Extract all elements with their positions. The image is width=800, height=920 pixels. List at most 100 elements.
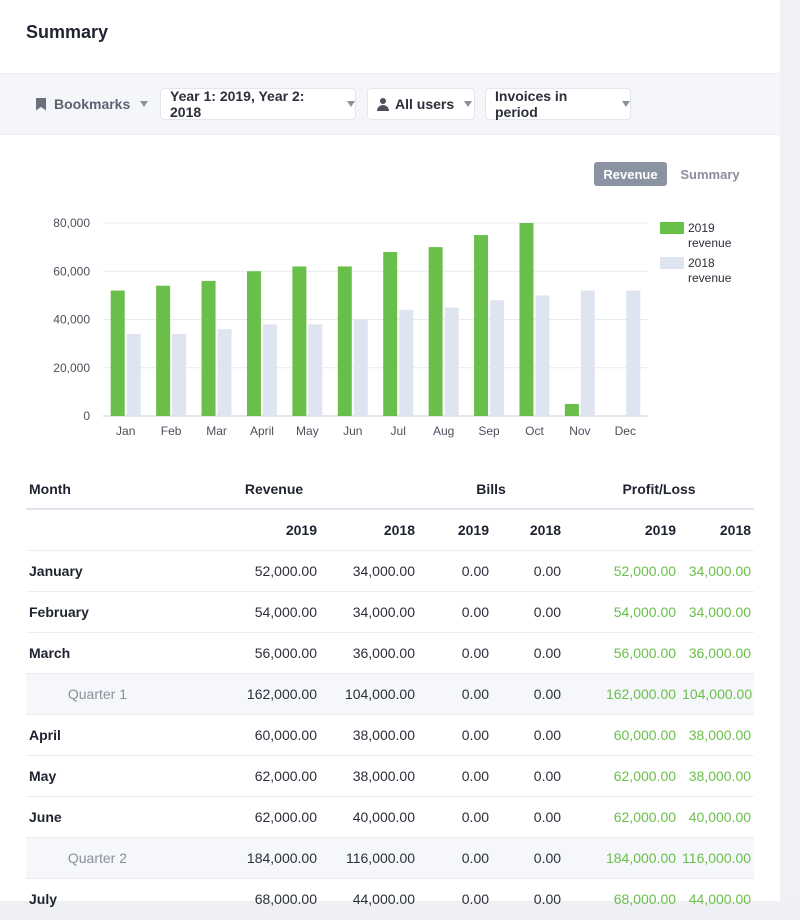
year-compare-label: Year 1: 2019, Year 2: 2018 (170, 88, 305, 120)
table-row: June 62,000.00 40,000.00 0.00 0.00 62,00… (26, 796, 755, 838)
chevron-down-icon (347, 101, 355, 107)
scrollbar-track[interactable] (780, 0, 800, 901)
y-tick-label: 80,000 (53, 216, 90, 230)
invoices-label: Invoices in period (495, 88, 568, 120)
bills-2019-cell: 0.00 (418, 632, 493, 674)
legend-label: revenue (688, 271, 732, 285)
users-label: All users (395, 96, 455, 112)
bills-2018-cell: 0.00 (492, 796, 565, 838)
revenue-2018-cell: 44,000.00 (320, 878, 419, 920)
revenue-2018-cell: 38,000.00 (320, 755, 419, 797)
month-label: June (26, 796, 130, 838)
bar-2018 (580, 290, 595, 416)
quarter-row: Quarter 1 162,000.00 104,000.00 0.00 0.0… (26, 673, 755, 715)
revenue-2018-cell: 40,000.00 (320, 796, 419, 838)
bills-2018-cell: 0.00 (492, 550, 565, 592)
table-row: April 60,000.00 38,000.00 0.00 0.00 60,0… (26, 714, 755, 756)
bills-2019-cell: 0.00 (418, 837, 493, 879)
profit-2018-cell: 38,000.00 (679, 755, 755, 797)
bar-2019 (110, 290, 125, 416)
x-tick-label: May (296, 424, 319, 438)
revenue-header: Revenue (130, 470, 419, 510)
bar-2019 (337, 266, 352, 416)
revenue-2018-cell: 34,000.00 (320, 550, 419, 592)
chevron-down-icon (464, 101, 473, 107)
bills-2018-cell: 0.00 (492, 714, 565, 756)
users-dropdown[interactable]: All users (367, 88, 475, 120)
profit-2018-cell: 34,000.00 (679, 550, 755, 592)
revenue-2019-cell: 62,000.00 (130, 755, 320, 797)
quarter-label: Quarter 1 (26, 673, 130, 715)
profit-2019-cell: 68,000.00 (564, 878, 680, 920)
quarter-label: Quarter 2 (26, 837, 130, 879)
table-row: January 52,000.00 34,000.00 0.00 0.00 52… (26, 550, 755, 592)
bar-2018 (490, 300, 505, 416)
chevron-down-icon (140, 101, 149, 107)
y-tick-label: 0 (83, 409, 90, 423)
x-tick-label: Nov (569, 424, 590, 438)
revenue-chart: 0 20,000 40,000 60,000 80,000 Jan Feb Mar April M… (53, 216, 732, 438)
profit-2018-cell: 36,000.00 (679, 632, 755, 674)
legend-label: 2018 (688, 256, 715, 270)
bar-2019 (201, 280, 216, 416)
revenue-table: Month Revenue Bills Profit/Loss 2019 201… (26, 470, 755, 920)
bar-2019 (383, 251, 398, 416)
profit-2018-cell: 34,000.00 (679, 591, 755, 633)
x-tick-label: Feb (161, 424, 182, 438)
invoices-dropdown[interactable]: Invoices in period (485, 88, 631, 120)
profit-2019-cell: 60,000.00 (564, 714, 680, 756)
page-title: Summary (26, 22, 109, 42)
table-row: July 68,000.00 44,000.00 0.00 0.00 68,00… (26, 878, 755, 920)
filter-bar: Bookmarks Year 1: 2019, Year 2: 2018 All… (0, 73, 780, 135)
bar-2019 (564, 403, 579, 416)
profit-2019-cell: 52,000.00 (564, 550, 680, 592)
bills-2019-cell: 0.00 (418, 550, 493, 592)
revenue-2018-cell: 104,000.00 (320, 673, 419, 715)
legend-label: 2019 (688, 221, 715, 235)
summary-view-button[interactable]: Summary (680, 166, 740, 182)
bar-2018 (126, 333, 141, 416)
revenue-view-button[interactable]: Revenue (594, 162, 667, 186)
year-compare-dropdown[interactable]: Year 1: 2019, Year 2: 2018 (160, 88, 356, 120)
revenue-2018-cell: 116,000.00 (320, 837, 419, 879)
revenue-2019-cell: 162,000.00 (130, 673, 320, 715)
profit-2019-header: 2019 (564, 509, 680, 551)
bar-2019 (474, 235, 489, 416)
bills-2018-cell: 0.00 (492, 755, 565, 797)
x-tick-label: Jan (116, 424, 135, 438)
bills-2019-cell: 0.00 (418, 796, 493, 838)
x-tick-label: Aug (433, 424, 454, 438)
x-tick-label: Oct (525, 424, 544, 438)
profit-2019-cell: 54,000.00 (564, 591, 680, 633)
legend-swatch-2019 (660, 222, 684, 234)
bills-2019-header: 2019 (418, 509, 493, 551)
profit-header: Profit/Loss (564, 470, 755, 510)
chevron-down-icon (622, 101, 630, 107)
bills-2019-cell: 0.00 (418, 878, 493, 920)
bills-2019-cell: 0.00 (418, 673, 493, 715)
revenue-2019-cell: 184,000.00 (130, 837, 320, 879)
bills-2018-header: 2018 (492, 509, 565, 551)
bar-2019 (292, 266, 307, 416)
bar-2018 (535, 295, 550, 416)
bookmark-icon (36, 97, 46, 111)
month-label: May (26, 755, 130, 797)
bookmarks-dropdown[interactable]: Bookmarks (34, 88, 150, 120)
x-tick-label: Jun (343, 424, 362, 438)
table-row: May 62,000.00 38,000.00 0.00 0.00 62,000… (26, 755, 755, 797)
y-tick-label: 40,000 (53, 313, 90, 327)
bookmarks-label: Bookmarks (54, 96, 131, 112)
bills-2019-cell: 0.00 (418, 714, 493, 756)
profit-2019-cell: 56,000.00 (564, 632, 680, 674)
x-tick-label: Jul (391, 424, 406, 438)
revenue-2019-cell: 52,000.00 (130, 550, 320, 592)
revenue-2019-cell: 68,000.00 (130, 878, 320, 920)
y-tick-label: 60,000 (53, 264, 90, 278)
month-label: March (26, 632, 130, 674)
bills-2019-cell: 0.00 (418, 755, 493, 797)
month-label: January (26, 550, 130, 592)
bills-2018-cell: 0.00 (492, 591, 565, 633)
month-header: Month (26, 470, 130, 510)
bills-2019-cell: 0.00 (418, 591, 493, 633)
profit-2019-cell: 184,000.00 (564, 837, 680, 879)
